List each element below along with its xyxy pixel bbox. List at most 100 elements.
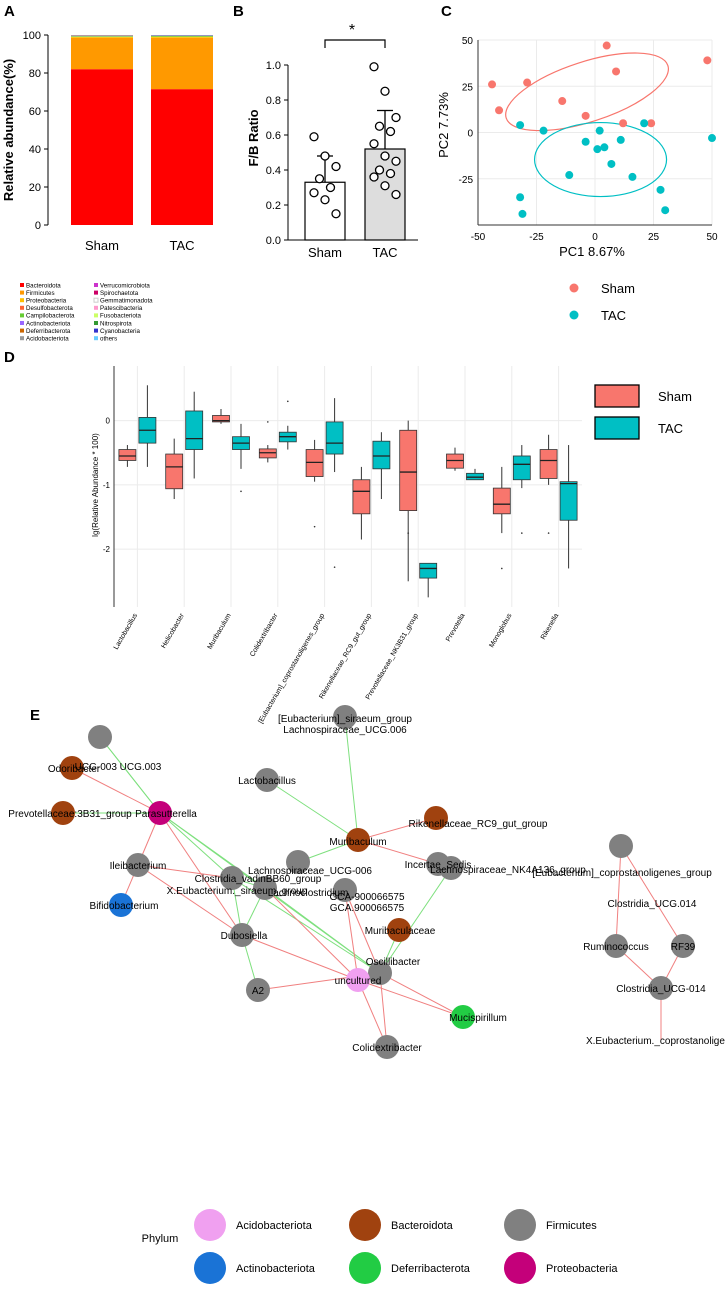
panel-label-b: B [233, 3, 244, 20]
e-node-label: RF39 [671, 942, 696, 953]
d-outlier [501, 567, 503, 570]
e-node-ucg003 [88, 725, 112, 749]
d-box [118, 449, 137, 461]
a-legend-swatch [20, 305, 24, 310]
b-data-point [320, 195, 330, 205]
c-data-point [656, 185, 665, 194]
c-data-point [516, 193, 525, 202]
c-data-point [516, 121, 525, 130]
a-legend-swatch [94, 283, 98, 287]
a-legend-swatch [94, 290, 98, 295]
e-node-mucis [451, 1005, 475, 1029]
e-legend-label: Deferribacterota [391, 1263, 471, 1275]
e-node-label: Muribaculum [329, 837, 386, 848]
a-legend-label: Cyanobacteria [100, 328, 140, 335]
b-data-point [380, 151, 390, 161]
e-node-label: uncultured [335, 976, 382, 987]
d-plot-background [114, 366, 582, 607]
a-y-tick-label: 20 [29, 182, 41, 194]
c-data-point [619, 119, 628, 128]
d-box [539, 449, 558, 479]
e-network-edge [357, 979, 464, 1018]
e-network-edge [344, 889, 359, 981]
a-legend-swatch [94, 336, 98, 341]
e-node-clostv [220, 866, 244, 890]
d-box [419, 562, 438, 579]
a-legend-label: Verrucomicrobiota [100, 282, 150, 289]
a-legend-swatch [20, 336, 24, 341]
b-data-point [374, 121, 385, 131]
d-box [512, 455, 531, 481]
e-node-lachnoc [253, 876, 277, 900]
e-network-edge [159, 812, 233, 879]
c-data-point [600, 143, 609, 152]
a-y-tick-label: 80 [29, 68, 41, 80]
a-y-axis-label: Relative abundance(%) [1, 59, 16, 201]
c-x-tick-label: 50 [706, 232, 718, 243]
c-data-point [523, 78, 532, 87]
c-legend-label: Sham [601, 281, 635, 296]
a-y-tick-label: 100 [23, 30, 41, 42]
c-y-tick-label: 0 [467, 129, 473, 140]
d-outlier [333, 566, 336, 568]
d-box [352, 479, 371, 515]
c-data-point [593, 145, 602, 154]
c-data-point [703, 56, 712, 65]
e-legend-swatch [504, 1252, 536, 1284]
e-node-muriceae [387, 918, 411, 942]
b-y-tick-label: 1.0 [266, 60, 281, 72]
b-y-tick-label: 0.6 [266, 130, 281, 142]
b-data-point [314, 174, 325, 184]
e-node-label: Clostridia_vadinBB60_group [195, 874, 322, 885]
d-box [212, 415, 230, 423]
panel-d-boxplot: diff_genus_top10_boxplot lg(Relative Abu… [91, 366, 692, 725]
b-data-point [320, 151, 330, 161]
a-legend-label: Actinobacteriota [26, 320, 71, 327]
b-y-tick-label: 0.0 [266, 235, 281, 247]
a-y-tick-label: 40 [29, 144, 41, 156]
b-y-tick-label: 0.2 [266, 200, 281, 212]
e-legend-swatch [504, 1209, 536, 1241]
e-network-edge [344, 716, 359, 841]
panel-b-fb-ratio-chart: F/B Ratio * 0.0 0.2 0.4 0.6 0.8 1.0 Sham TAC [246, 22, 418, 260]
d-box [185, 410, 204, 450]
e-node-label: Parasutterella [135, 809, 197, 820]
panel-label-c: C [441, 3, 452, 20]
e-node-bifido [109, 893, 133, 917]
e-node-label: X.Eubacterium._siraeum_group [167, 886, 308, 897]
d-box [492, 487, 511, 515]
a-bar-segment [151, 37, 213, 90]
d-outlier [313, 525, 316, 528]
e-node-label: A2 [252, 986, 265, 997]
e-node-dubo [230, 923, 254, 947]
d-box [325, 421, 344, 455]
panel-label-a: A [4, 3, 15, 20]
e-node-rf39 [671, 934, 695, 958]
d-legend-label: TAC [658, 421, 683, 436]
e-node-riken [424, 806, 448, 830]
a-legend-swatch [93, 297, 99, 303]
d-outlier [521, 532, 523, 534]
b-data-point [309, 132, 319, 142]
e-node-lachno006b [286, 850, 310, 874]
e-network-edge [241, 934, 359, 981]
c-y-axis-label: PC2 7.73% [436, 92, 451, 158]
e-node-a2 [246, 978, 270, 1002]
b-data-point [369, 172, 379, 182]
a-legend-swatch [94, 313, 98, 318]
e-legend-swatch [194, 1252, 226, 1284]
a-legend-label: Bacteroidota [26, 282, 61, 289]
e-node-oscill [368, 961, 392, 985]
e-node-muri [346, 828, 370, 852]
e-legend-label: Acidobacteriota [236, 1220, 313, 1232]
d-x-tick-label: Muribaculum [207, 612, 233, 650]
e-network-edge [357, 839, 439, 865]
b-data-point [380, 181, 390, 191]
c-y-tick-label: 50 [462, 36, 474, 47]
c-data-point [661, 206, 670, 215]
c-y-tick-label: -25 [459, 175, 474, 186]
c-x-tick-label: 25 [648, 232, 660, 243]
e-network-edge [99, 736, 161, 814]
a-legend-swatch [94, 321, 98, 325]
b-data-point [391, 189, 401, 200]
